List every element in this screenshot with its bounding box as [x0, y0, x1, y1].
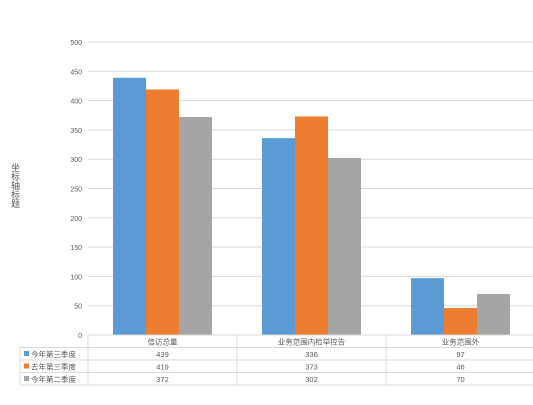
bar: [444, 308, 477, 335]
legend-key: [24, 376, 29, 381]
category-label: 业务范围外: [442, 337, 480, 347]
bar: [179, 117, 212, 336]
y-tick-label: 450: [70, 69, 82, 76]
legend-key: [24, 351, 29, 356]
data-label: 372: [156, 375, 169, 384]
y-tick-label: 300: [70, 157, 82, 164]
data-label: 46: [456, 363, 464, 372]
legend-series-name: 今年第三季度: [31, 349, 76, 359]
bar: [411, 278, 444, 335]
data-label: 373: [305, 363, 318, 372]
bar: [262, 138, 295, 335]
bar: [328, 158, 361, 335]
legend-series-name: 去年第三季度: [31, 362, 76, 372]
bar: [113, 77, 146, 335]
legend-key: [24, 363, 29, 369]
category-label: 信访总量: [148, 337, 178, 347]
y-tick-label: 350: [70, 128, 82, 135]
legend-series-name: 今年第二季度: [31, 374, 76, 384]
data-label: 70: [456, 375, 464, 384]
bar: [295, 116, 328, 335]
y-tick-label: 250: [70, 187, 82, 194]
y-tick-label: 50: [74, 304, 82, 311]
category-label: 业务范围内检举控告: [278, 337, 346, 347]
y-tick-label: 0: [78, 333, 82, 340]
y-tick-label: 500: [70, 40, 82, 47]
data-label: 302: [305, 375, 318, 384]
y-tick-label: 100: [70, 274, 82, 281]
bar: [477, 293, 510, 335]
y-tick-label: 400: [70, 99, 82, 106]
data-label: 336: [305, 350, 318, 359]
data-label: 97: [456, 350, 464, 359]
y-tick-label: 200: [70, 216, 82, 223]
data-label: 419: [156, 363, 169, 372]
y-axis-title: 坐标轴标题: [10, 162, 20, 208]
bar: [146, 89, 179, 335]
data-label: 439: [156, 350, 169, 359]
y-tick-label: 150: [70, 245, 82, 252]
